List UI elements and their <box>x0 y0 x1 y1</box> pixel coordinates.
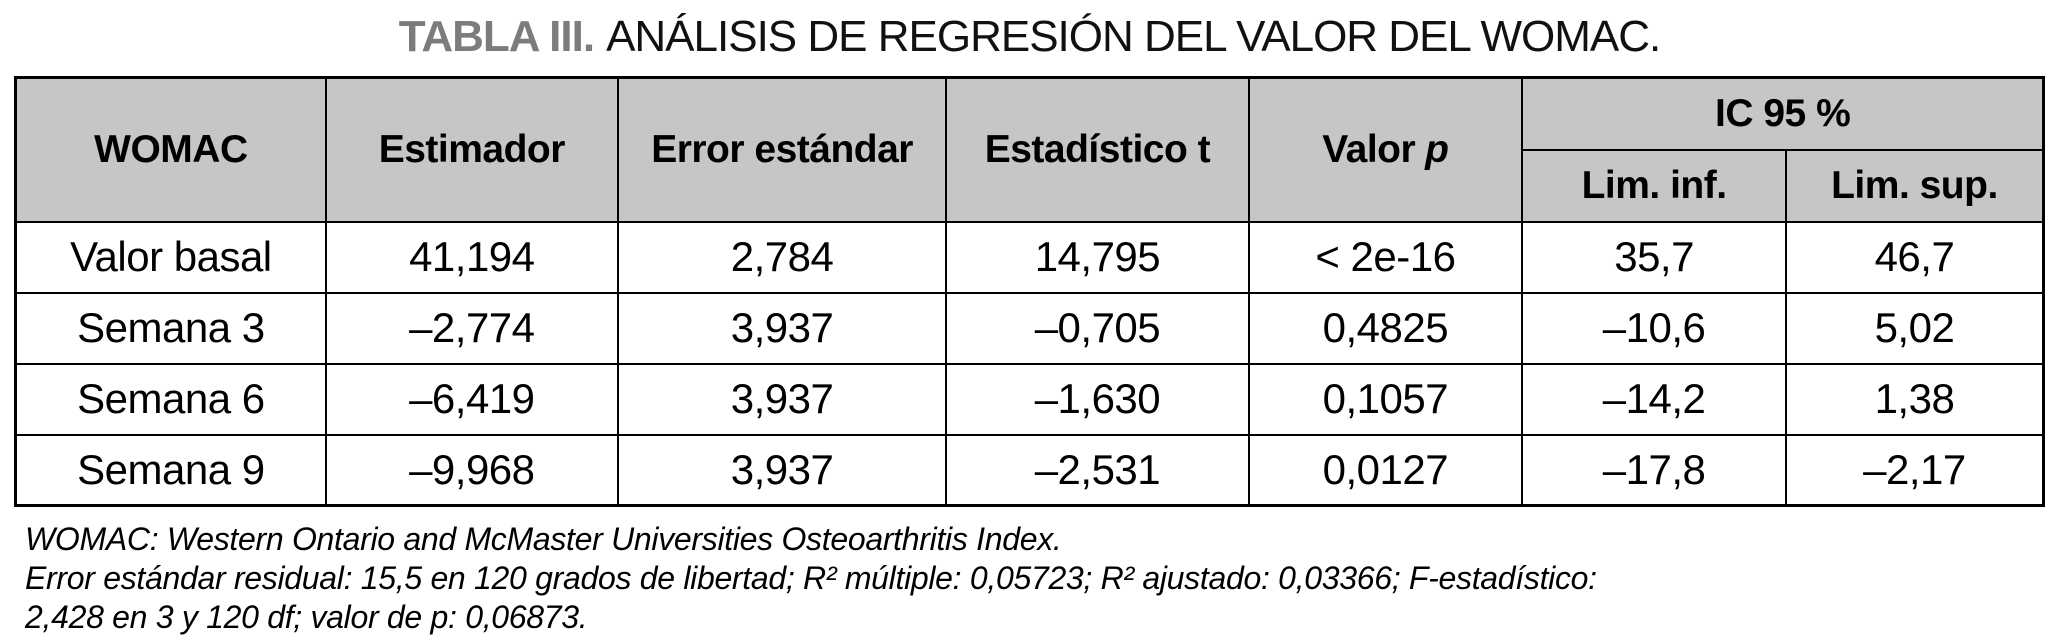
cell-error: 3,937 <box>616 291 948 365</box>
cell-lim-inf: 35,7 <box>1521 220 1787 294</box>
header-estadistico-t: Estadístico t <box>945 76 1250 223</box>
header-valor-p: Valor p <box>1247 76 1524 223</box>
header-row-1: WOMAC Estimador Error estándar Estadísti… <box>14 76 2045 223</box>
header-lim-sup: Lim. sup. <box>1784 148 2045 223</box>
cell-error: 3,937 <box>616 362 948 436</box>
header-error-estandar: Error estándar <box>616 76 948 223</box>
cell-t: –1,630 <box>945 362 1250 436</box>
cell-label: Semana 6 <box>14 362 327 436</box>
cell-lim-sup: 46,7 <box>1784 220 2045 294</box>
table-row: Valor basal 41,194 2,784 14,795 < 2e-16 … <box>14 220 2045 294</box>
cell-label: Semana 3 <box>14 291 327 365</box>
cell-t: –0,705 <box>945 291 1250 365</box>
table-title: TABLA III. ANÁLISIS DE REGRESIÓN DEL VALO… <box>0 12 2059 62</box>
table-title-text: ANÁLISIS DE REGRESIÓN DEL VALOR DEL WOMA… <box>606 12 1661 61</box>
header-lim-inf: Lim. inf. <box>1521 148 1787 223</box>
table-row: Semana 3 –2,774 3,937 –0,705 0,4825 –10,… <box>14 291 2045 365</box>
cell-p: 0,4825 <box>1247 291 1524 365</box>
header-row-2: Lim. inf. Lim. sup. <box>16 148 2045 223</box>
cell-estimador: 41,194 <box>324 220 619 294</box>
cell-estimador: –6,419 <box>324 362 619 436</box>
table-title-number: TABLA III. <box>398 12 595 61</box>
footnote-line: 2,428 en 3 y 120 df; valor de p: 0,06873… <box>25 599 588 635</box>
header-womac: WOMAC <box>14 76 327 223</box>
cell-label: Valor basal <box>14 220 327 294</box>
cell-t: 14,795 <box>945 220 1250 294</box>
cell-lim-inf: –10,6 <box>1521 291 1787 365</box>
cell-lim-inf: –17,8 <box>1521 433 1787 507</box>
table-row: Semana 9 –9,968 3,937 –2,531 0,0127 –17,… <box>14 433 2045 507</box>
regression-table: WOMAC Estimador Error estándar Estadísti… <box>14 76 2045 507</box>
cell-p: 0,0127 <box>1247 433 1524 507</box>
table-row: Semana 6 –6,419 3,937 –1,630 0,1057 –14,… <box>14 362 2045 436</box>
cell-lim-sup: 5,02 <box>1784 291 2045 365</box>
cell-p: 0,1057 <box>1247 362 1524 436</box>
cell-estimador: –2,774 <box>324 291 619 365</box>
footnote-line: Error estándar residual: 15,5 en 120 gra… <box>25 560 1597 596</box>
cell-error: 2,784 <box>616 220 948 294</box>
cell-estimador: –9,968 <box>324 433 619 507</box>
cell-lim-sup: –2,17 <box>1784 433 2045 507</box>
cell-label: Semana 9 <box>14 433 327 507</box>
cell-error: 3,937 <box>616 433 948 507</box>
header-estimador: Estimador <box>324 76 619 223</box>
cell-p: < 2e-16 <box>1247 220 1524 294</box>
table-header: WOMAC Estimador Error estándar Estadísti… <box>14 76 2045 223</box>
header-valor-label: Valor <box>1322 127 1416 171</box>
table-footnotes: WOMAC: Western Ontario and McMaster Univ… <box>25 520 2059 637</box>
header-ic95: IC 95 % <box>1521 76 2045 151</box>
cell-t: –2,531 <box>945 433 1250 507</box>
cell-lim-inf: –14,2 <box>1521 362 1787 436</box>
cell-lim-sup: 1,38 <box>1784 362 2045 436</box>
header-p-symbol: p <box>1425 127 1449 171</box>
footnote-line: WOMAC: Western Ontario and McMaster Univ… <box>25 521 1062 557</box>
table-body: Valor basal 41,194 2,784 14,795 < 2e-16 … <box>14 220 2045 507</box>
